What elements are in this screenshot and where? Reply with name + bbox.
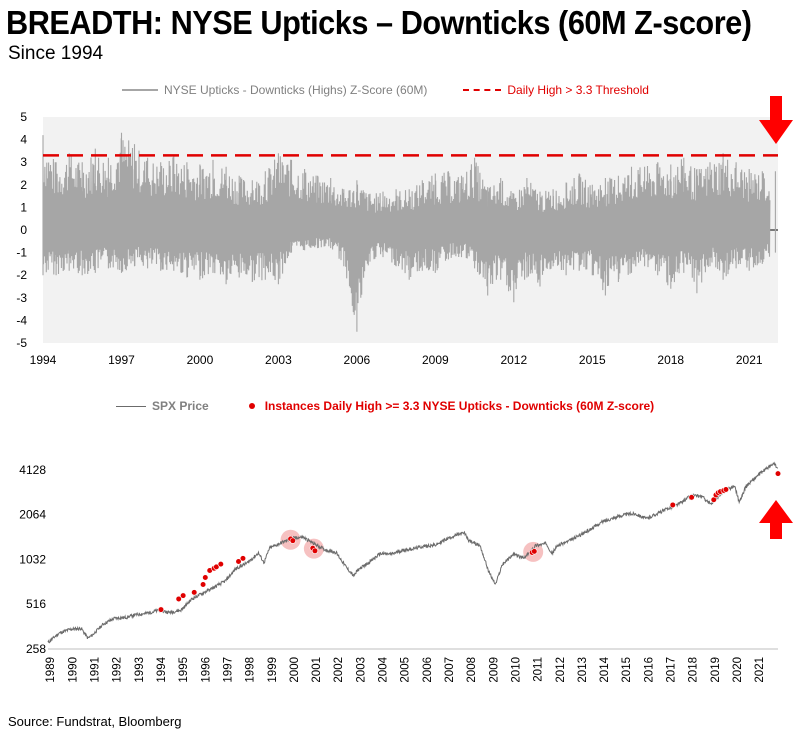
- instance-marker: [531, 548, 538, 555]
- x-tick-label: 2011: [533, 657, 545, 682]
- y-tick-label: -5: [16, 336, 27, 350]
- legend-item-threshold: Daily High > 3.3 Threshold: [463, 83, 649, 97]
- instance-marker: [175, 595, 182, 603]
- x-tick-label: 2018: [657, 353, 684, 367]
- page-subtitle: Since 1994: [8, 43, 104, 64]
- y-tick-label: 1032: [19, 552, 46, 566]
- spx-price-line: [47, 461, 779, 644]
- x-tick-label: 2006: [422, 657, 434, 683]
- x-tick-label: 2014: [599, 656, 611, 682]
- x-tick-label: 2009: [488, 657, 500, 683]
- y-tick-label: 2: [20, 178, 27, 192]
- legend-label-threshold: Daily High > 3.3 Threshold: [507, 83, 649, 97]
- x-tick-label: 2015: [621, 657, 633, 683]
- x-tick-label: 2005: [400, 657, 412, 683]
- x-tick-label: 2012: [500, 353, 527, 367]
- x-tick-label: 2017: [666, 657, 678, 683]
- instance-marker: [191, 589, 198, 596]
- x-tick-label: 2003: [265, 353, 292, 367]
- legend-item-zscore: NYSE Upticks - Downticks (Highs) Z-Score…: [122, 83, 427, 97]
- x-tick-label: 1991: [90, 657, 102, 683]
- x-tick-label: 2001: [311, 657, 323, 683]
- x-tick-label: 2012: [555, 657, 567, 683]
- legend-item-instances: Instances Daily High >= 3.3 NYSE Upticks…: [235, 399, 654, 413]
- x-tick-label: 2019: [710, 657, 722, 683]
- y-tick-label: 258: [26, 642, 46, 656]
- x-tick-label: 1992: [112, 657, 124, 683]
- legend-label-zscore: NYSE Upticks - Downticks (Highs) Z-Score…: [164, 83, 428, 97]
- x-tick-label: 1996: [200, 657, 212, 683]
- x-tick-label: 1993: [134, 657, 146, 683]
- instance-marker: [774, 470, 782, 477]
- instance-marker: [235, 558, 242, 565]
- x-tick-label: 2008: [466, 657, 478, 683]
- x-tick-label: 2015: [579, 353, 606, 367]
- instance-marker: [199, 581, 207, 588]
- instance-marker: [217, 561, 224, 568]
- instance-marker: [722, 486, 730, 493]
- instance-marker: [157, 606, 165, 613]
- instance-marker: [669, 501, 676, 509]
- y-tick-label: 2064: [19, 508, 46, 522]
- y-tick-label: 1: [20, 200, 27, 214]
- legend-grey-line-icon: [122, 89, 158, 91]
- x-tick-label: 2021: [754, 657, 766, 683]
- x-tick-label: 1995: [178, 657, 190, 683]
- y-tick-label: 0: [20, 223, 27, 237]
- legend-dashed-line-icon: [463, 89, 502, 91]
- y-tick-label: 3: [20, 155, 27, 169]
- x-tick-label: 1994: [30, 353, 57, 367]
- instance-marker: [202, 574, 209, 581]
- y-tick-label: 5: [20, 110, 27, 124]
- x-tick-label: 2009: [422, 353, 449, 367]
- y-tick-label: -1: [16, 246, 27, 260]
- instance-marker: [239, 555, 247, 562]
- chart2-legend: SPX Price Instances Daily High >= 3.3 NY…: [116, 399, 690, 413]
- x-tick-label: 1997: [222, 657, 234, 683]
- x-tick-label: 2020: [732, 657, 744, 683]
- x-tick-label: 2006: [344, 353, 371, 367]
- down-arrow-icon: [759, 96, 793, 144]
- x-tick-label: 2007: [444, 657, 456, 683]
- y-tick-label: 4128: [19, 463, 46, 477]
- x-tick-label: 2010: [510, 657, 522, 683]
- x-tick-label: 2002: [333, 657, 345, 683]
- y-tick-label: -4: [16, 313, 27, 327]
- x-tick-label: 1994: [156, 656, 168, 682]
- instance-marker: [688, 494, 695, 501]
- instance-marker: [311, 547, 319, 554]
- instance-marker: [180, 592, 187, 599]
- zscore-series-line: [42, 132, 776, 332]
- legend-label-instances: Instances Daily High >= 3.3 NYSE Upticks…: [264, 399, 655, 413]
- source-note: Source: Fundstrat, Bloomberg: [8, 714, 182, 729]
- x-tick-label: 2013: [577, 657, 589, 683]
- page-title: BREADTH: NYSE Upticks – Downticks (60M Z…: [6, 4, 752, 41]
- y-tick-label: 516: [26, 597, 46, 611]
- x-tick-label: 1997: [108, 353, 135, 367]
- x-tick-label: 2016: [643, 657, 655, 683]
- legend-red-dot-icon: [248, 403, 255, 409]
- x-tick-label: 2004: [378, 656, 390, 682]
- y-tick-label: -2: [16, 268, 27, 282]
- x-tick-label: 2018: [688, 657, 700, 683]
- legend-item-spx: SPX Price: [116, 399, 209, 413]
- chart1-legend: NYSE Upticks - Downticks (Highs) Z-Score…: [122, 83, 685, 97]
- x-tick-label: 1989: [45, 657, 57, 683]
- instance-marker: [289, 537, 296, 544]
- x-tick-label: 2003: [355, 657, 367, 683]
- legend-spx-line-icon: [116, 405, 146, 407]
- x-tick-label: 2021: [736, 353, 763, 367]
- up-arrow-icon: [759, 500, 793, 539]
- x-tick-label: 2000: [289, 657, 301, 683]
- y-tick-label: 4: [20, 133, 27, 147]
- y-tick-label: -3: [16, 291, 27, 305]
- instance-marker: [213, 563, 220, 570]
- x-tick-label: 1990: [67, 657, 79, 683]
- x-tick-label: 1999: [267, 657, 279, 683]
- x-tick-label: 2000: [187, 353, 214, 367]
- x-tick-label: 1998: [245, 657, 257, 683]
- legend-label-spx: SPX Price: [152, 399, 209, 413]
